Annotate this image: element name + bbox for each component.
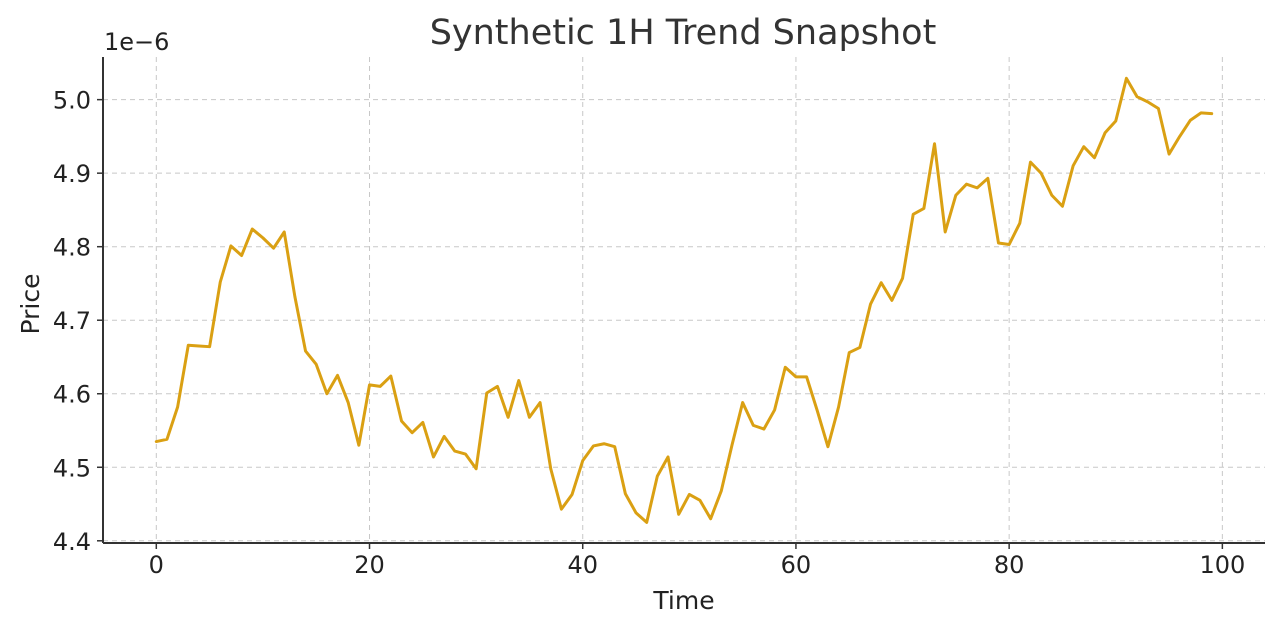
y-axis-ticks: 4.4 4.5 4.6 4.7 4.8 4.9 5.0 — [53, 87, 103, 556]
y-tick-label: 4.7 — [53, 307, 91, 335]
y-axis-label: Price — [16, 274, 45, 335]
chart-title: Synthetic 1H Trend Snapshot — [430, 13, 937, 53]
y-tick-label: 4.9 — [53, 160, 91, 188]
x-axis-label: Time — [652, 586, 714, 615]
x-tick-label: 40 — [567, 551, 598, 579]
y-tick-label: 5.0 — [53, 87, 91, 115]
x-tick-label: 100 — [1199, 551, 1245, 579]
series-layer — [154, 76, 1214, 524]
gridlines — [103, 57, 1265, 543]
x-tick-label: 80 — [994, 551, 1025, 579]
x-tick-label: 0 — [149, 551, 164, 579]
y-axis-offset-label: 1e−6 — [104, 28, 169, 56]
x-axis-ticks: 0 20 40 60 80 100 — [149, 543, 1245, 579]
price-series-line — [154, 76, 1214, 524]
x-tick-label: 60 — [781, 551, 812, 579]
y-tick-label: 4.6 — [53, 381, 91, 409]
x-tick-label: 20 — [354, 551, 385, 579]
y-tick-label: 4.8 — [53, 234, 91, 262]
y-tick-label: 4.5 — [53, 454, 91, 482]
y-tick-label: 4.4 — [53, 528, 91, 556]
axes — [102, 57, 1265, 544]
